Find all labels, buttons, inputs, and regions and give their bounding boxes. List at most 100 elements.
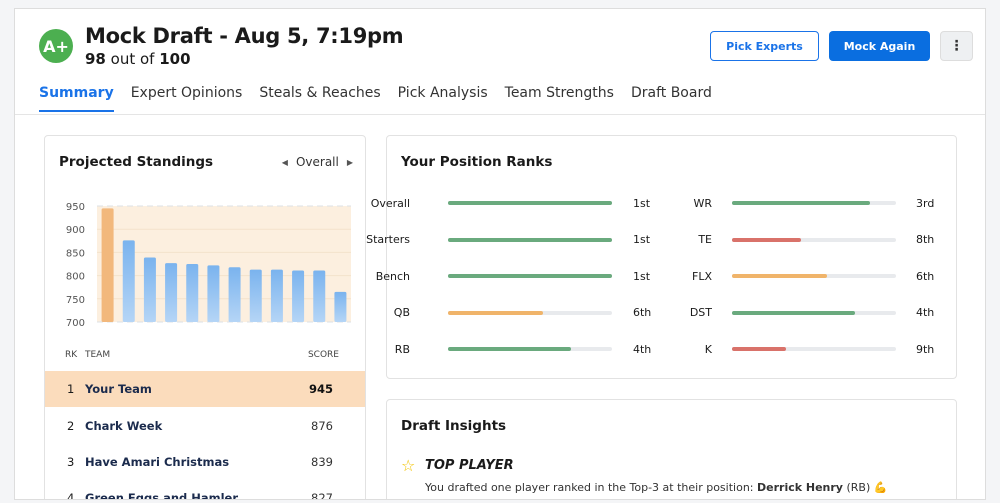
- rank-bar-fill: [732, 310, 855, 315]
- row-team: Have Amari Christmas: [85, 455, 230, 469]
- position-label: FLX: [692, 269, 712, 283]
- rank-bar: [448, 274, 612, 278]
- position-label: QB: [393, 306, 410, 319]
- bar[interactable]: [249, 269, 262, 322]
- rank-bar: [448, 201, 612, 205]
- y-tick-label: 850: [66, 248, 85, 259]
- row-rank: 1: [67, 382, 75, 396]
- position-ranks-title: Your Position Ranks: [401, 154, 553, 170]
- bar[interactable]: [207, 265, 220, 322]
- standings-table-header: RK TEAM SCORE: [45, 350, 365, 364]
- standings-row[interactable]: 3 Have Amari Christmas 839: [45, 444, 365, 480]
- rank-bar: [732, 310, 896, 315]
- page-header: A+ Mock Draft - Aug 5, 7:19pm 98 out of …: [15, 9, 985, 115]
- rank-bar: [448, 347, 612, 351]
- y-tick-label: 900: [66, 225, 85, 236]
- bar[interactable]: [334, 291, 347, 322]
- position-label: Starters: [366, 233, 410, 246]
- tab-bar: Summary Expert Opinions Steals & Reaches…: [39, 85, 712, 112]
- tab-summary[interactable]: Summary: [39, 85, 114, 112]
- next-arrow-icon[interactable]: ▶: [346, 157, 353, 167]
- rank-value: 1st: [633, 196, 651, 210]
- position-label: WR: [693, 196, 712, 210]
- bar[interactable]: [101, 208, 114, 322]
- rank-bar-fill: [732, 237, 801, 242]
- rank-bar-fill: [732, 347, 787, 351]
- rank-value: 6th: [916, 269, 935, 283]
- standings-view-selector: ◀ Overall ▶: [282, 155, 353, 169]
- position-label: RB: [394, 342, 410, 356]
- position-rank-row: DST 4th: [387, 303, 956, 323]
- y-tick-label: 700: [66, 318, 85, 329]
- position-rank-row: Bench 1st: [376, 266, 956, 286]
- draft-score: 98 out of 100: [85, 50, 191, 68]
- rank-bar-fill: [448, 310, 544, 315]
- rank-bar-fill: [732, 201, 870, 205]
- position-rank-row: Overall 1st: [371, 193, 956, 213]
- tab-pick-analysis[interactable]: Pick Analysis: [397, 85, 488, 101]
- tab-expert-opinions[interactable]: Expert Opinions: [130, 85, 243, 101]
- tab-team-strengths[interactable]: Team Strengths: [504, 85, 614, 101]
- plot-background: [97, 206, 351, 322]
- app-window: A+ Mock Draft - Aug 5, 7:19pm 98 out of …: [14, 8, 986, 500]
- y-tick-label: 750: [66, 295, 85, 306]
- star-icon: ☆: [401, 456, 416, 475]
- mock-again-button[interactable]: Mock Again: [829, 31, 930, 61]
- position-rank-row: K 9th: [387, 339, 956, 359]
- rank-value: 8th: [916, 233, 935, 246]
- bar[interactable]: [165, 263, 178, 322]
- projected-standings-card: Projected Standings ◀ Overall ▶ 950 900 85…: [44, 135, 366, 500]
- row-score: 839: [311, 455, 333, 469]
- rank-value: 1st: [633, 233, 651, 246]
- standings-row[interactable]: 2 Chark Week 876: [45, 408, 365, 444]
- row-rank: 4: [67, 491, 75, 500]
- row-rank: 2: [67, 419, 75, 433]
- rank-bar-fill: [448, 347, 571, 351]
- y-tick-label: 800: [66, 272, 85, 283]
- position-ranks-card: Your Position Ranks Overall 1st Starters …: [366, 135, 957, 379]
- bar[interactable]: [186, 264, 199, 322]
- rank-bar: [732, 201, 896, 205]
- pick-experts-button[interactable]: Pick Experts: [710, 31, 819, 61]
- position-label: Overall: [370, 196, 410, 210]
- rank-value: 9th: [916, 342, 935, 356]
- insight-heading: TOP PLAYER: [425, 458, 514, 473]
- flexed-bicep-icon: 💪: [873, 481, 888, 494]
- standings-row[interactable]: 4 Green Eggs and Hamler 827: [45, 480, 365, 500]
- col-rk: RK: [65, 350, 78, 360]
- bar[interactable]: [228, 267, 241, 322]
- player-name[interactable]: Derrick Henry: [757, 481, 843, 494]
- rank-bar: [448, 237, 612, 242]
- position-rank-row: TE 8th: [387, 230, 956, 250]
- tab-steals-reaches[interactable]: Steals & Reaches: [259, 85, 381, 101]
- row-score: 945: [308, 382, 333, 396]
- rank-value: 6th: [633, 306, 652, 319]
- page-title: Mock Draft - Aug 5, 7:19pm: [85, 24, 404, 48]
- rank-bar-fill: [732, 274, 828, 278]
- bar[interactable]: [270, 269, 283, 322]
- standings-row[interactable]: 1 Your Team 945: [45, 371, 365, 407]
- bar[interactable]: [292, 270, 305, 322]
- rank-value: 1st: [633, 269, 651, 283]
- rank-bar: [732, 237, 896, 242]
- row-team: Chark Week: [85, 419, 163, 433]
- standings-title: Projected Standings: [59, 154, 214, 170]
- position-rank-row: FLX 6th: [387, 266, 956, 286]
- rank-bar-fill: [448, 201, 612, 205]
- rank-value: 3rd: [916, 196, 935, 210]
- y-tick-label: 950: [66, 202, 85, 213]
- prev-arrow-icon[interactable]: ◀: [281, 157, 288, 167]
- bar[interactable]: [143, 257, 156, 322]
- rank-bar: [732, 347, 896, 351]
- rank-bar-fill: [448, 237, 612, 242]
- col-score: SCORE: [307, 350, 339, 360]
- bar[interactable]: [122, 240, 135, 322]
- position-label: Bench: [375, 269, 410, 283]
- draft-insights-card: Draft Insights ☆ TOP PLAYER You drafted …: [386, 399, 957, 499]
- more-options-icon[interactable]: ⋮: [940, 31, 973, 61]
- insights-title: Draft Insights: [401, 418, 507, 434]
- tab-draft-board[interactable]: Draft Board: [630, 85, 712, 101]
- bar[interactable]: [313, 270, 326, 322]
- col-team: TEAM: [85, 350, 111, 360]
- position-rank-row: WR 3rd: [387, 193, 956, 213]
